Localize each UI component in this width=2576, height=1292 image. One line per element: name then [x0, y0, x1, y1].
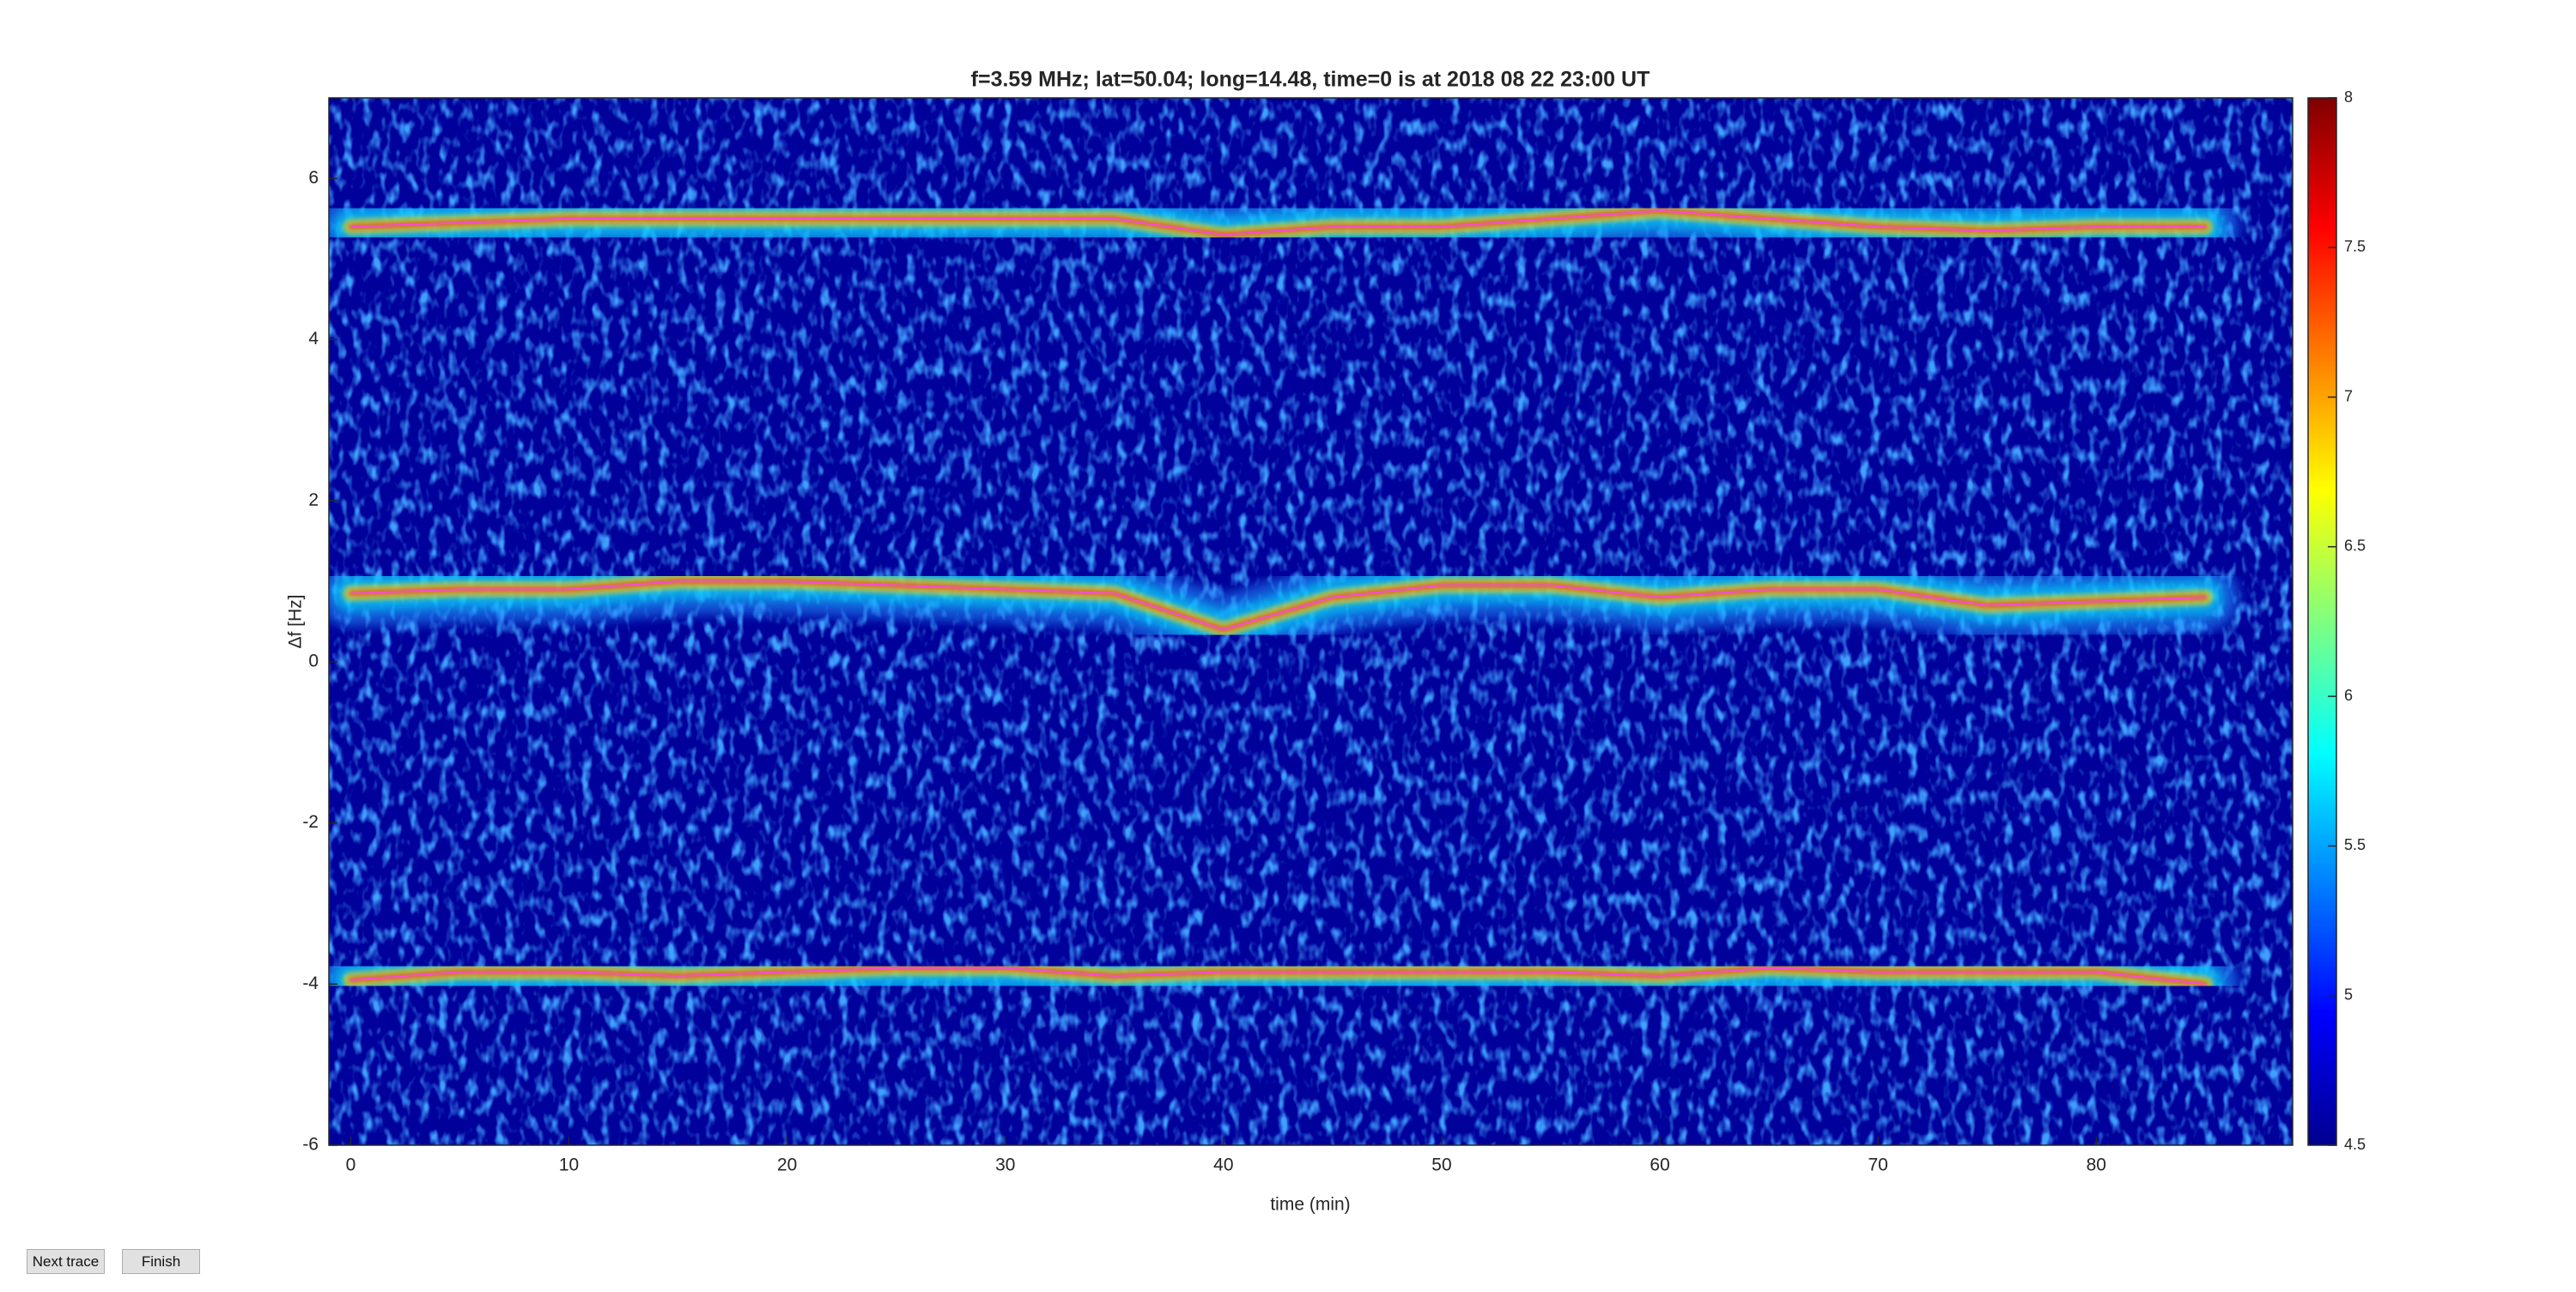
next-trace-button[interactable]: Next trace	[27, 1249, 105, 1274]
y-tick-label: -4	[302, 974, 319, 993]
plot-frame	[328, 97, 2293, 1146]
x-axis-label: time (min)	[1270, 1195, 1350, 1215]
colorbar-tick-label: 4.5	[2344, 1136, 2366, 1153]
colorbar	[2307, 97, 2337, 1146]
finish-button[interactable]: Finish	[122, 1249, 200, 1274]
y-tick-label: 6	[308, 167, 319, 187]
y-axis-label: Δf [Hz]	[286, 594, 306, 648]
y-tick-label: 4	[308, 329, 319, 349]
colorbar-tick-label: 8	[2344, 88, 2353, 106]
colorbar-tick-label: 5.5	[2344, 836, 2366, 853]
x-tick-label: 40	[1213, 1156, 1233, 1175]
colorbar-tick-label: 6.5	[2344, 537, 2366, 555]
trace-line	[350, 967, 2206, 986]
trace-line	[350, 580, 2206, 631]
x-tick-label: 20	[777, 1156, 797, 1175]
colorbar-tick-label: 7	[2344, 387, 2353, 404]
y-tick-label: 2	[308, 490, 319, 510]
figure: f=3.59 MHz; lat=50.04; long=14.48, time=…	[286, 68, 2366, 1215]
colorbar-tick-label: 7.5	[2344, 238, 2366, 255]
x-tick-label: 30	[995, 1156, 1015, 1175]
x-tick-label: 70	[1868, 1156, 1888, 1175]
x-tick-label: 0	[346, 1156, 356, 1175]
x-tick-label: 60	[1649, 1156, 1669, 1175]
y-tick-label: -6	[302, 1135, 319, 1155]
x-tick-label: 10	[559, 1156, 579, 1175]
colorbar-tick-label: 5	[2344, 986, 2353, 1003]
y-tick-label: -2	[302, 812, 319, 832]
chart-title: f=3.59 MHz; lat=50.04; long=14.48, time=…	[971, 68, 1650, 92]
colorbar-tick-label: 6	[2344, 687, 2353, 704]
x-tick-label: 50	[1431, 1156, 1451, 1175]
x-tick-label: 80	[2087, 1156, 2106, 1175]
bands	[329, 176, 2240, 1019]
y-tick-label: 0	[308, 651, 319, 670]
trace-line	[350, 209, 2206, 236]
